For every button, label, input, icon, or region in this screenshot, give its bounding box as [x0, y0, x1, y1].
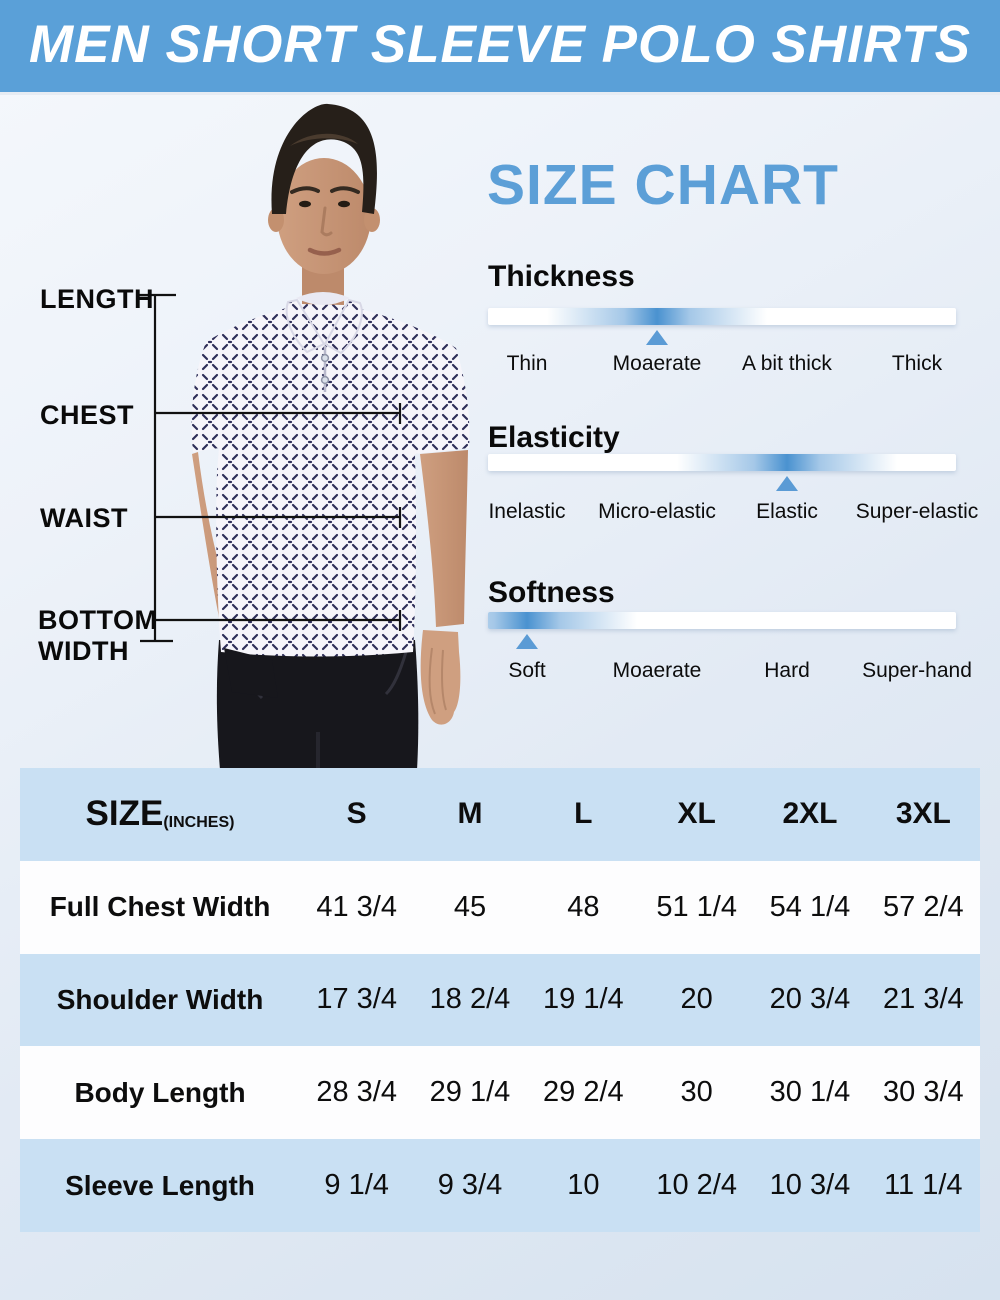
slider-options: Inelastic Micro-elastic Elastic Super-el… [488, 500, 978, 526]
slider-option-label: Super-hand [862, 659, 972, 682]
polo-collar [285, 292, 363, 392]
slider-option-label: Thick [891, 352, 943, 375]
table-value: 10 3/4 [769, 1169, 851, 1202]
slider-title-softness: Softness [488, 576, 615, 609]
table-value: 29 2/4 [543, 1076, 624, 1109]
slider-option-label: A bit thick [742, 352, 832, 375]
row-label: Full Chest Width [49, 891, 271, 923]
table-value: 30 1/4 [769, 1076, 851, 1109]
model-polo-shirt [191, 304, 470, 657]
table-value: 21 3/4 [883, 983, 964, 1016]
slider-option-label: Micro-elastic [598, 500, 716, 523]
size-chart-title: SIZE CHART [487, 153, 839, 217]
measurement-label-bottom-width-line1: BOTTOM [38, 605, 158, 635]
triangle-marker-icon [776, 476, 798, 491]
slider-bar [488, 308, 956, 325]
table-value: 48 [567, 890, 600, 923]
table-value: 30 [680, 1076, 713, 1109]
measurement-label-length: LENGTH [40, 284, 154, 314]
slider-title-elasticity: Elasticity [488, 421, 620, 454]
table-value: 18 2/4 [429, 983, 511, 1016]
table-value: 57 2/4 [883, 890, 964, 923]
table-value: 17 3/4 [316, 983, 397, 1016]
table-value: 20 3/4 [769, 983, 851, 1016]
table-row: Body Length 28 3/4 29 1/4 29 2/4 30 30 1… [20, 1046, 980, 1140]
slider-bar [488, 612, 956, 629]
row-label: Body Length [74, 1076, 246, 1108]
table-row: Shoulder Width 17 3/4 18 2/4 19 1/4 20 2… [20, 953, 980, 1047]
column-header: M [457, 797, 483, 831]
table-value: 54 1/4 [769, 890, 851, 923]
row-label: Shoulder Width [56, 983, 264, 1015]
slider-group-softness: Softness Soft Moaerate Hard Super-hand [488, 576, 972, 708]
banner-title: MEN SHORT SLEEVE POLO SHIRTS [29, 15, 971, 74]
row-label: Sleeve Length [65, 1169, 255, 1201]
table-value: 19 1/4 [543, 983, 624, 1016]
measurement-label-bottom-width-line2: WIDTH [38, 636, 129, 666]
banner: MEN SHORT SLEEVE POLO SHIRTS [0, 0, 1000, 95]
table-header-row: SIZE(INCHES) S M L XL 2XL 3XL [20, 768, 980, 861]
slider-highlight [677, 454, 897, 471]
slider-options: Soft Moaerate Hard Super-hand [488, 659, 972, 685]
table-value: 45 [453, 890, 487, 923]
slider-options: Thin Moaerate A bit thick Thick [488, 352, 956, 378]
slider-highlight [547, 308, 767, 325]
slider-group-thickness: Thickness Thin Moaerate A bit thick Thic… [488, 260, 956, 392]
model-photo [191, 103, 470, 770]
model-face-features [290, 186, 360, 256]
table-header-size: SIZE(INCHES) [85, 794, 235, 834]
slider-bar [488, 454, 956, 471]
slider-option-label: Inelastic [488, 500, 566, 523]
table-value: 28 3/4 [316, 1076, 397, 1109]
slider-option-label: Soft [508, 659, 546, 682]
column-header: 3XL [895, 797, 951, 831]
model-hair [271, 103, 377, 214]
slider-option-label: Thin [506, 352, 548, 375]
measurement-label-waist: WAIST [40, 503, 128, 533]
column-header: S [346, 797, 367, 831]
slider-option-label: Elastic [756, 500, 818, 523]
table-value: 30 3/4 [883, 1076, 964, 1109]
table-value: 41 3/4 [316, 890, 397, 923]
pants-pocket [224, 648, 278, 698]
column-header: XL [677, 797, 716, 831]
triangle-marker-icon [516, 634, 538, 649]
table-value: 11 1/4 [884, 1169, 963, 1202]
table-value: 20 [680, 983, 713, 1016]
column-header: 2XL [782, 797, 838, 831]
slider-group-elasticity: Elasticity Inelastic Micro-elastic Elast… [488, 421, 978, 553]
triangle-marker-icon [646, 330, 668, 345]
slider-option-label: Super-elastic [855, 500, 979, 523]
size-table: SIZE(INCHES) S M L XL 2XL 3XL Full Chest… [20, 768, 980, 1232]
table-row: Sleeve Length 9 1/4 9 3/4 10 10 2/4 10 3… [20, 1139, 980, 1232]
table-value: 9 3/4 [437, 1169, 503, 1202]
table-value: 10 2/4 [656, 1169, 737, 1202]
slider-option-label: Moaerate [612, 659, 702, 682]
table-row: Full Chest Width 41 3/4 45 48 51 1/4 54 … [20, 860, 980, 954]
table-value: 10 [567, 1169, 600, 1202]
table-value: 51 1/4 [656, 890, 737, 923]
slider-option-label: Moaerate [612, 352, 702, 375]
table-value: 29 1/4 [429, 1076, 511, 1109]
column-header: L [574, 797, 593, 831]
slider-title-thickness: Thickness [488, 260, 635, 293]
table-value: 9 1/4 [324, 1169, 389, 1202]
model-right-arm [420, 450, 468, 725]
slider-highlight [488, 612, 637, 629]
measurement-label-chest: CHEST [40, 400, 135, 430]
slider-option-label: Hard [764, 659, 810, 682]
